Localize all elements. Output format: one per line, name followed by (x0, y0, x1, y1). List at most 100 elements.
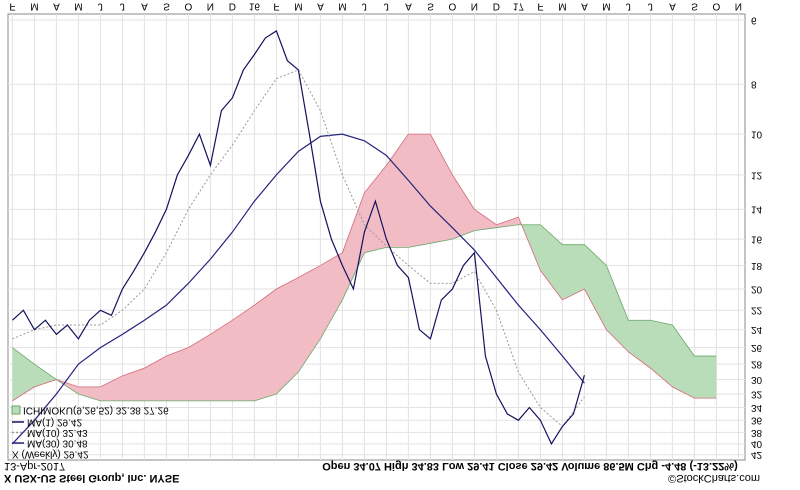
x-tick-label: M (74, 0, 82, 11)
y-tick-label: 20 (751, 283, 763, 294)
cloud-segment (694, 356, 717, 399)
cloud-segment (562, 244, 585, 300)
cloud-segment (672, 325, 695, 399)
cloud-segment (650, 320, 673, 387)
series-line (12, 69, 585, 428)
cloud-segment (166, 347, 189, 401)
y-tick-label: 30 (751, 374, 763, 385)
x-tick-label: M (338, 0, 346, 11)
cloud-segment (298, 265, 321, 373)
legend-label: MA(30) 30.48 (27, 437, 88, 448)
quote-line: Open 34.07 High 34.83 Low 29.41 Close 29… (322, 460, 738, 472)
cloud-segment (584, 244, 607, 330)
cloud-segment (122, 368, 145, 401)
x-tick-label: N (207, 0, 214, 11)
y-tick-label: 24 (751, 324, 763, 335)
cloud-segment (496, 217, 519, 228)
series-line (11, 133, 585, 445)
legend-swatch (11, 405, 21, 415)
cloud-segment (144, 356, 167, 401)
x-tick-label: D (493, 0, 500, 11)
x-tick-label: F (273, 0, 279, 11)
x-tick-label: F (9, 0, 15, 11)
legend-label: MA(10) 32.43 (27, 427, 88, 438)
x-tick-label: O (713, 0, 721, 11)
cloud-segment (408, 134, 431, 248)
x-tick-label: F (537, 0, 543, 11)
y-tick-label: 40 (751, 438, 763, 449)
x-tick-label: M (558, 0, 566, 11)
y-tick-label: 12 (751, 169, 763, 180)
cloud-segment (56, 379, 79, 394)
legend-price-label: X (Weekly) 29.42 (12, 448, 89, 459)
cloud-segment (232, 305, 255, 401)
y-tick-label: 8 (751, 79, 757, 90)
flipped-view: X USX-US Steel Group, Inc. NYSE 13-Apr-2… (4, 0, 763, 484)
source: ©StockCharts.com (668, 472, 760, 484)
x-tick-label: N (735, 0, 742, 11)
x-tick-label: J (120, 0, 125, 11)
cloud-segment (474, 209, 497, 231)
x-tick-label: A (53, 0, 60, 11)
plot-layer (8, 14, 745, 460)
cloud-segment (606, 265, 629, 352)
y-tick-label: 14 (751, 204, 763, 215)
chart-title: X USX-US Steel Group, Inc. NYSE (4, 472, 179, 484)
cloud-span-a (12, 133, 717, 402)
cloud-segment (254, 288, 277, 401)
x-tick-label: J (626, 0, 631, 11)
x-tick-label: A (141, 0, 148, 11)
y-tick-label: 18 (751, 260, 763, 271)
x-tick-label: M (294, 0, 302, 11)
cloud-span-b (12, 224, 717, 402)
x-tick-label: D (229, 0, 236, 11)
series-line (11, 30, 585, 446)
cloud-segment (320, 252, 343, 339)
x-tick-label: M (602, 0, 610, 11)
cloud-segment (210, 320, 233, 401)
y-tick-label: 26 (751, 342, 763, 353)
x-tick-label: O (449, 0, 457, 11)
x-tick-label: S (427, 0, 434, 11)
x-tick-label: J (648, 0, 653, 11)
y-tick-label: 42 (751, 449, 763, 460)
x-tick-label: A (405, 0, 412, 11)
y-tick-label: 34 (751, 402, 763, 413)
cloud-segment (100, 375, 123, 401)
y-tick-label: 16 (751, 234, 763, 245)
x-tick-label: A (581, 0, 588, 11)
x-tick-label: N (471, 0, 478, 11)
x-tick-label: A (317, 0, 324, 11)
cloud-segment (540, 224, 563, 300)
cloud-segment (342, 192, 365, 300)
y-tick-label: 10 (751, 129, 763, 140)
cloud-segment (276, 277, 299, 394)
cloud-segment (364, 165, 387, 253)
y-tick-label: 36 (751, 415, 763, 426)
x-tick-label: S (691, 0, 698, 11)
legend-label: ICHIMOKU(9,26,52) 32.38 27.26 (23, 404, 169, 415)
cloud-segment (452, 174, 475, 240)
x-tick-label: O (185, 0, 193, 11)
x-tick-label: J (98, 0, 103, 11)
y-tick-label: 6 (751, 14, 757, 25)
x-tick-label: J (384, 0, 389, 11)
y-tick-label: 22 (751, 305, 763, 316)
cloud-segment (188, 334, 211, 401)
x-tick-label: 16 (249, 0, 261, 11)
cloud-segment (12, 347, 35, 401)
y-tick-label: 28 (751, 359, 763, 370)
x-tick-label: M (30, 0, 38, 11)
y-tick-label: 38 (751, 427, 763, 438)
chart-date: 13-Apr-2017 (4, 460, 65, 472)
x-tick-label: 17 (513, 0, 525, 11)
x-tick-label: A (669, 0, 676, 11)
x-tick-label: S (163, 0, 170, 11)
cloud-segment (430, 134, 453, 244)
y-tick-label: 32 (751, 388, 763, 399)
x-tick-label: J (362, 0, 367, 11)
cloud-segment (628, 320, 651, 369)
cloud-segment (78, 386, 101, 401)
legend-label: MA(1) 29.42 (27, 416, 82, 427)
